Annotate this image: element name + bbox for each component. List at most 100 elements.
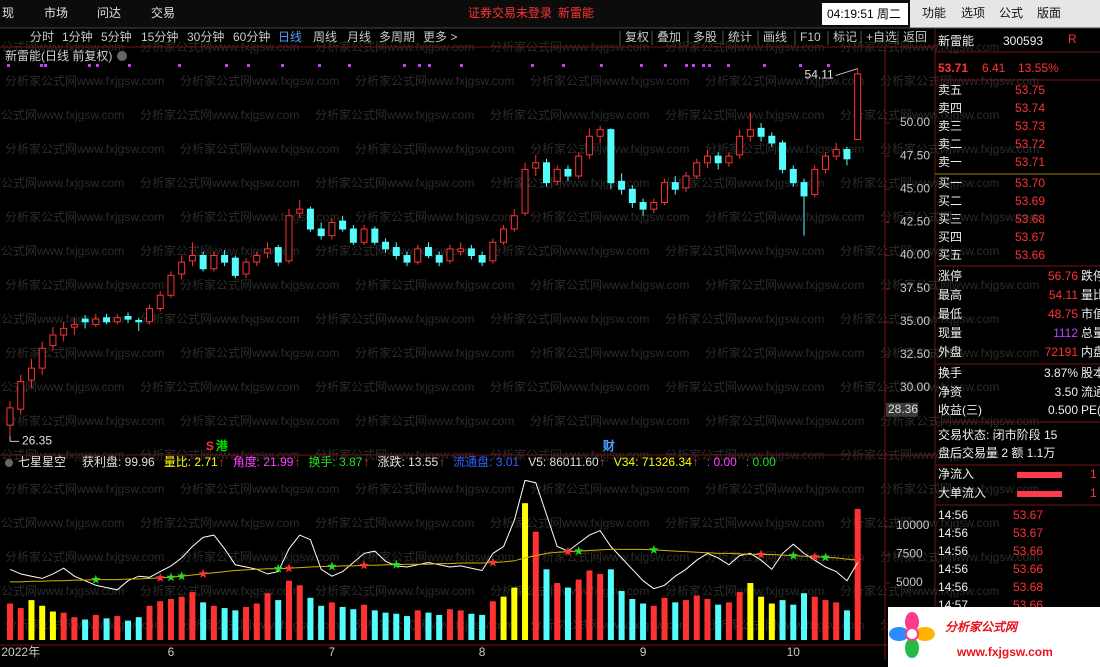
menu-item[interactable]: 交易 <box>151 5 175 20</box>
candle-body <box>693 162 701 177</box>
candle-body <box>543 162 550 184</box>
indicator-icon <box>5 459 13 467</box>
watermark: 分析家公式网www.fxjgsw.com <box>0 107 124 122</box>
volume-bar <box>71 617 78 640</box>
readout-arrow: ↑ <box>693 455 699 469</box>
toolbar-button[interactable]: 复权 <box>625 30 649 44</box>
logo-flower <box>889 612 935 658</box>
toolbar-button[interactable]: 统计 <box>728 30 752 44</box>
event-marker[interactable]: 港 <box>216 438 229 453</box>
tick-price: 53.66 <box>1013 544 1043 558</box>
volume-bar <box>275 600 282 640</box>
toolbar-button[interactable]: 返回 <box>903 30 927 44</box>
signal-star <box>91 574 101 584</box>
period-tab[interactable]: 30分钟 <box>187 29 224 44</box>
candle-body <box>553 168 561 182</box>
period-tab[interactable]: 1分钟 <box>62 29 93 44</box>
watermark: 分析家公式网www.fxjgsw.com <box>665 583 824 598</box>
signal-dot <box>178 64 181 67</box>
volume-bar <box>189 592 196 640</box>
login-status[interactable]: 证券交易未登录 <box>468 5 552 20</box>
trade-status: 交易状态: 闭市阶段 15 <box>938 427 1058 442</box>
toolbar-button[interactable]: +自选 <box>866 30 897 44</box>
volume-bar <box>511 587 518 640</box>
candle-body <box>414 248 422 263</box>
menu-stock[interactable]: 新雷能 <box>558 5 594 20</box>
menu-button[interactable]: 公式 <box>999 6 1023 20</box>
candle-body <box>500 228 508 243</box>
x-tick-label: 2022年 <box>1 645 40 659</box>
watermark: 分析家公式网www.fxjgsw.com <box>530 277 689 292</box>
toolbar-button[interactable]: 画线 <box>763 30 787 44</box>
period-tab[interactable]: 日线 <box>278 30 302 44</box>
watermark: 分析家公式网www.fxjgsw.com <box>5 277 164 292</box>
watermark: 分析家公式网www.fxjgsw.com <box>880 209 1039 224</box>
ask-label: 卖四 <box>938 101 962 115</box>
menu-button[interactable]: 版面 <box>1037 6 1061 20</box>
signal-dot <box>562 64 565 67</box>
signal-star <box>327 561 337 571</box>
watermark: 分析家公式网www.fxjgsw.com <box>840 379 999 394</box>
volume-bar <box>446 609 453 640</box>
candle-body <box>779 142 787 170</box>
period-tab[interactable]: 60分钟 <box>233 29 270 44</box>
watermark: 分析家公式网www.fxjgsw.com <box>665 243 824 258</box>
volume-bar <box>82 619 89 640</box>
candle-body <box>671 182 679 190</box>
stat-label: 现量 <box>938 326 962 340</box>
watermark: 分析家公式网www.fxjgsw.com <box>880 141 1039 156</box>
watermark: 分析家公式网www.fxjgsw.com <box>5 413 164 428</box>
menu-button[interactable]: 选项 <box>961 6 985 20</box>
event-marker[interactable]: S <box>206 439 214 453</box>
signal-star <box>573 546 584 556</box>
volume-bar <box>114 616 121 640</box>
period-tab[interactable]: 月线 <box>347 30 371 44</box>
candle-body <box>532 162 540 169</box>
volume-bar <box>221 608 228 640</box>
menu-item[interactable]: 问达 <box>97 6 121 20</box>
volume-bar <box>49 611 56 640</box>
volume-bar <box>586 570 593 640</box>
indicator-readout: 换手: 3.87 <box>308 455 362 469</box>
menu-item[interactable]: 市场 <box>44 5 68 20</box>
stat-label: 跌停 <box>1081 268 1100 283</box>
candle-body <box>661 182 669 204</box>
candle-body <box>199 255 207 270</box>
stat-label: 总量 <box>1081 326 1100 340</box>
watermark: 分析家公式网www.fxjgsw.com <box>5 141 164 156</box>
candle-body <box>6 407 14 426</box>
watermark: 分析家公式网www.fxjgsw.com <box>0 583 124 598</box>
period-tab[interactable]: 更多 > <box>423 30 457 44</box>
period-tab[interactable]: 周线 <box>313 30 337 44</box>
watermark: 分析家公式网www.fxjgsw.com <box>530 481 689 496</box>
watermark: 分析家公式网www.fxjgsw.com <box>665 175 824 190</box>
watermark: 分析家公式网www.fxjgsw.com <box>530 209 689 224</box>
toolbar-button[interactable]: 叠加 <box>657 30 681 44</box>
event-marker[interactable]: 财 <box>602 438 615 453</box>
period-tab[interactable]: 5分钟 <box>101 29 132 44</box>
menu-button[interactable]: 功能 <box>922 6 946 20</box>
candle-body <box>650 202 658 210</box>
period-tab[interactable]: 15分钟 <box>141 29 178 44</box>
watermark: 分析家公式网www.fxjgsw.com <box>530 73 689 88</box>
stat-label: 收益(三) <box>938 403 982 417</box>
candle-body <box>274 247 282 263</box>
watermark: 分析家公式网www.fxjgsw.com <box>140 175 299 190</box>
toolbar-button[interactable]: 标记 <box>833 30 857 44</box>
watermark: 分析家公式网www.fxjgsw.com <box>840 515 999 530</box>
menu-item[interactable]: 现 <box>2 6 14 20</box>
candle-body <box>521 168 529 214</box>
bid-price: 53.69 <box>1015 194 1045 208</box>
signal-dot <box>318 64 321 67</box>
indicator-readout: 流通盘: 3.01 <box>453 454 519 469</box>
flow-label: 净流入 <box>938 467 974 481</box>
volume-bar <box>715 604 722 640</box>
toolbar-button[interactable]: F10 <box>800 30 821 44</box>
candle-body <box>725 155 733 164</box>
stat-value: 48.75 <box>1048 307 1078 321</box>
tick-price: 53.67 <box>1013 508 1043 522</box>
toolbar-button[interactable]: 多股 <box>693 30 717 44</box>
period-tab[interactable]: 分时 <box>30 30 54 44</box>
watermark: 分析家公式网www.fxjgsw.com <box>5 73 164 88</box>
period-tab[interactable]: 多周期 <box>379 30 415 44</box>
